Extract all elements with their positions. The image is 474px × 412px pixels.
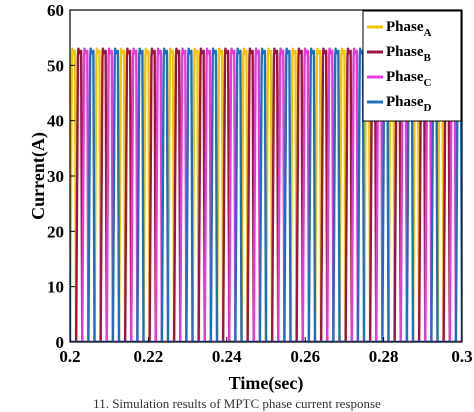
y-tick-label-6: 60 — [47, 1, 64, 20]
y-tick-label-2: 20 — [47, 222, 64, 241]
y-tick-label-4: 40 — [47, 112, 64, 131]
x-tick-label-0: 0.2 — [59, 347, 80, 366]
legend-label-phase-b: PhaseB — [386, 44, 432, 64]
legend-label-phase-a: PhaseA — [386, 19, 432, 39]
legend-label-phase-d: PhaseD — [386, 94, 432, 114]
figure-caption: 11. Simulation results of MPTC phase cur… — [93, 396, 381, 411]
y-tick-label-1: 10 — [47, 278, 64, 297]
series-layer — [70, 47, 462, 342]
y-axis-label: Current(A) — [28, 132, 49, 220]
x-tick-label-1: 0.22 — [134, 347, 164, 366]
series-line-phase-d — [70, 47, 462, 342]
legend-box — [362, 10, 462, 122]
legend: PhaseA PhaseB PhaseC PhaseD — [362, 10, 462, 122]
plot-frame — [69, 9, 463, 343]
y-tick-label-3: 30 — [47, 167, 64, 186]
x-tick-label-3: 0.26 — [290, 347, 320, 366]
chart: 0.2 0.22 0.24 0.26 0.28 0.3 0 10 20 30 40 50 60 Time… — [28, 1, 473, 394]
x-tick-label-4: 0.28 — [369, 347, 399, 366]
legend-label-phase-c: PhaseC — [386, 69, 432, 89]
x-tick-label-5: 0.3 — [451, 347, 472, 366]
tick-layer: 0.2 0.22 0.24 0.26 0.28 0.3 0 10 20 30 40 50 60 — [47, 1, 473, 366]
y-tick-label-5: 50 — [47, 56, 64, 75]
x-tick-label-2: 0.24 — [212, 347, 242, 366]
x-axis-label: Time(sec) — [229, 373, 304, 394]
y-tick-label-0: 0 — [56, 333, 65, 352]
